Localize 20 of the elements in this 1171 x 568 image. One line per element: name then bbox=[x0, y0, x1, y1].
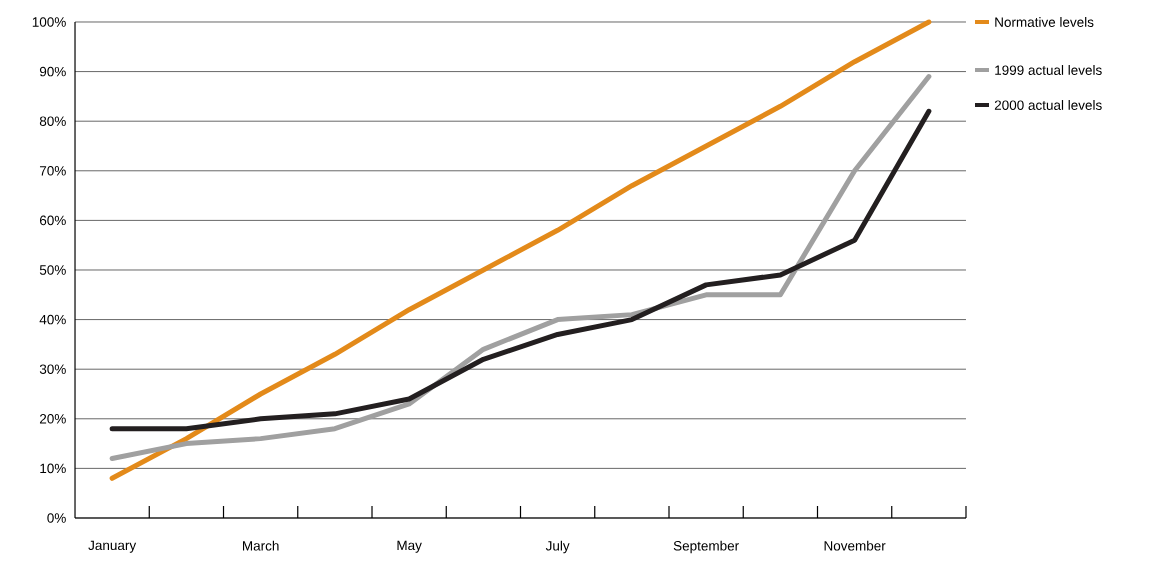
x-tick-label: July bbox=[545, 540, 570, 554]
legend-label: Normative levels bbox=[995, 17, 1094, 27]
legend-label: 2000 actual levels bbox=[994, 100, 1102, 110]
x-tick-label: March bbox=[243, 540, 279, 551]
y-tick-label: 80% bbox=[39, 116, 66, 126]
y-tick-label: 30% bbox=[39, 364, 66, 374]
x-tick-label: January bbox=[88, 540, 137, 553]
y-tick-label: 70% bbox=[39, 166, 66, 176]
legend-label: 1999 actual levels bbox=[995, 65, 1102, 75]
x-tick-label: November bbox=[824, 540, 886, 551]
y-tick-label: 20% bbox=[39, 414, 66, 424]
y-tick-label: 90% bbox=[39, 66, 66, 77]
y-tick-label: 0% bbox=[47, 513, 66, 523]
y-tick-label: 60% bbox=[39, 215, 66, 226]
y-tick-label: 100% bbox=[32, 17, 66, 27]
x-tick-label: May bbox=[397, 540, 422, 553]
y-tick-label: 10% bbox=[40, 463, 66, 474]
x-tick-label: September bbox=[673, 540, 739, 554]
y-tick-label: 50% bbox=[39, 265, 66, 275]
y-tick-label: 40% bbox=[39, 314, 66, 325]
